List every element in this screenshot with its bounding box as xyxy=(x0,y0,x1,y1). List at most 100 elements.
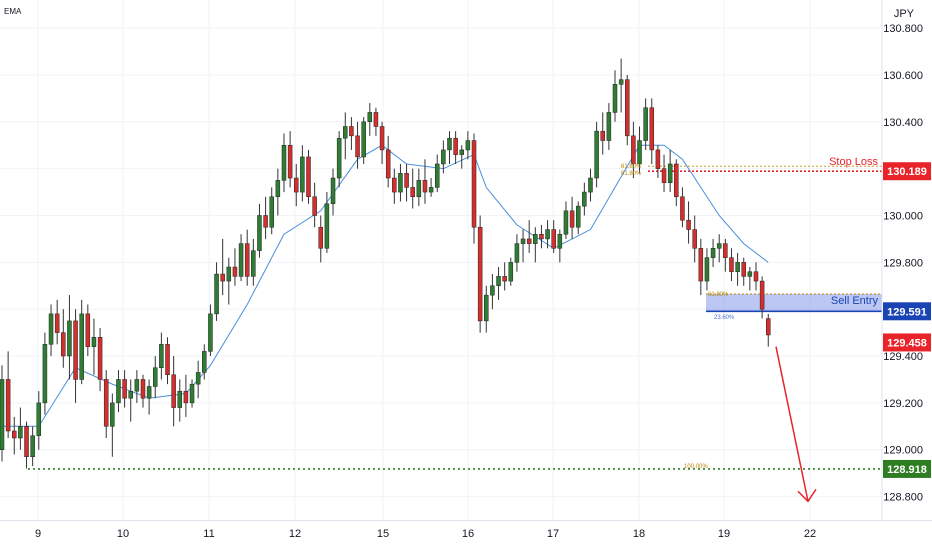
candle xyxy=(232,248,238,286)
candle xyxy=(514,234,520,272)
candle-body xyxy=(465,140,471,151)
candle-body xyxy=(686,219,691,230)
candle xyxy=(680,187,685,228)
candle xyxy=(392,168,397,204)
price-label-bg xyxy=(883,459,931,478)
trade-levels xyxy=(28,165,882,470)
y-tick-label: 129.800 xyxy=(883,257,923,269)
candle xyxy=(251,238,256,286)
candle xyxy=(539,224,544,249)
candle xyxy=(416,168,422,207)
candle xyxy=(336,131,342,188)
candle xyxy=(404,163,409,202)
candle xyxy=(189,379,195,408)
candle xyxy=(367,103,373,136)
candle-body xyxy=(122,379,127,399)
candle-body xyxy=(766,318,771,336)
price-axis[interactable]: JPY xyxy=(0,0,932,521)
candle xyxy=(723,238,728,272)
candle-body xyxy=(263,215,268,228)
candle-body xyxy=(257,215,262,251)
candle xyxy=(422,159,428,204)
candle xyxy=(18,407,23,450)
candle-body xyxy=(692,229,697,249)
candle xyxy=(238,234,244,282)
candle-body xyxy=(30,435,35,458)
candle xyxy=(202,344,207,380)
candle xyxy=(453,131,458,164)
candle-body xyxy=(526,238,532,244)
candle xyxy=(698,238,704,296)
candle xyxy=(128,379,133,422)
candle xyxy=(214,262,219,321)
price-label: 129.591 xyxy=(883,302,931,321)
candle-body xyxy=(637,140,642,165)
candle-body xyxy=(618,79,624,85)
price-label: 130.189 xyxy=(883,162,931,181)
candle xyxy=(165,337,170,385)
candle-body xyxy=(514,243,520,263)
candle-body xyxy=(293,177,299,193)
candle-body xyxy=(385,149,391,179)
candle-body xyxy=(710,248,716,258)
candle-body xyxy=(36,402,42,436)
candle-body xyxy=(189,383,195,404)
candle-body xyxy=(361,121,366,158)
candle-body xyxy=(655,149,661,169)
candle xyxy=(195,360,201,399)
y-tick-label: 129.400 xyxy=(883,351,923,363)
candle-body xyxy=(398,173,403,193)
indicator-label[interactable]: EMA xyxy=(4,7,22,16)
candle xyxy=(612,70,618,122)
candle-body xyxy=(67,320,72,357)
candle xyxy=(496,267,501,300)
candle xyxy=(618,58,624,113)
candle xyxy=(410,168,415,209)
candle xyxy=(637,126,642,174)
candle-body xyxy=(667,163,673,183)
candle xyxy=(545,220,550,249)
candle-body xyxy=(42,344,48,404)
candle xyxy=(477,215,483,333)
candle xyxy=(349,117,354,150)
candle xyxy=(710,238,716,268)
candle-body xyxy=(533,233,538,244)
fib-label-stop-b: 61.80% xyxy=(621,171,642,177)
price-label-bg xyxy=(883,302,931,321)
candle-body xyxy=(582,191,587,207)
candle-body xyxy=(716,243,722,249)
candle xyxy=(759,276,765,319)
candle-body xyxy=(159,344,164,368)
price-label-bg xyxy=(883,162,931,181)
price-label-bg xyxy=(883,333,931,352)
candle-body xyxy=(508,262,514,282)
candle-body xyxy=(238,243,244,277)
candle xyxy=(508,257,514,286)
candle xyxy=(735,252,740,286)
candle xyxy=(729,248,734,282)
candle xyxy=(355,121,360,169)
x-tick-label: 12 xyxy=(289,528,301,540)
candle-body xyxy=(177,390,183,408)
candle xyxy=(183,374,189,417)
candle-body xyxy=(392,177,397,193)
candle xyxy=(220,238,225,296)
sell-entry-label: Sell Entry xyxy=(831,295,879,307)
candle xyxy=(300,145,305,202)
candle xyxy=(73,309,78,403)
candle xyxy=(134,370,140,403)
candle-body xyxy=(287,144,293,179)
candle-body xyxy=(539,233,544,240)
candle xyxy=(484,285,489,333)
candle-body xyxy=(244,243,250,277)
candle xyxy=(257,203,262,258)
projection-shaft xyxy=(775,346,809,502)
candle-body xyxy=(557,233,563,249)
candlestick-series xyxy=(0,58,771,469)
candle xyxy=(67,295,72,380)
candle-body xyxy=(477,226,483,322)
candle xyxy=(704,248,710,291)
candle xyxy=(318,215,324,263)
candle-body xyxy=(747,271,753,277)
